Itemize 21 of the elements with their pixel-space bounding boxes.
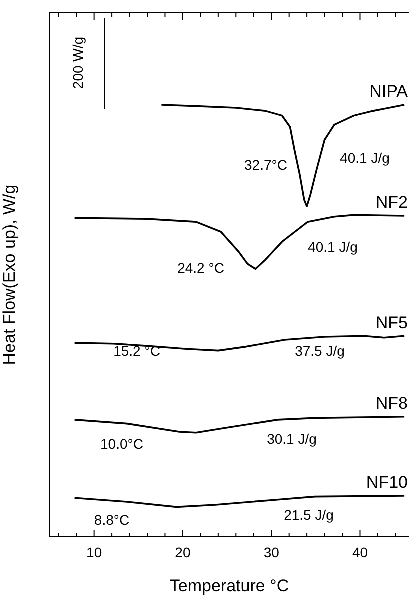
annotation: 24.2 °C	[178, 260, 224, 276]
x-axis-title: Temperature °C	[170, 576, 290, 596]
annotation: 10.0°C	[100, 436, 144, 452]
annotation: 37.5 J/g	[295, 342, 345, 359]
annotation: 40.1 J/g	[340, 150, 390, 166]
x-tick-label: 20	[175, 544, 191, 560]
annotation: 40.1 J/g	[308, 238, 358, 255]
annotation: 30.1 J/g	[267, 430, 317, 447]
annotation: 32.7°C	[244, 156, 288, 173]
text: 200 W/g	[70, 36, 86, 90]
annotation: 8.8°C	[94, 512, 130, 528]
x-tick-label: 10	[86, 544, 102, 560]
series-label: NF2	[376, 193, 408, 212]
series-label: NF5	[376, 313, 408, 332]
series-label: NF8	[376, 394, 408, 414]
x-tick-label: 30	[264, 544, 280, 560]
x-tick-label: 40	[352, 544, 368, 560]
annotation: 21.5 J/g	[284, 506, 334, 523]
y-axis-title: Heat Flow(Exo up), W/g	[0, 184, 19, 366]
series-label: NF10	[366, 473, 408, 492]
series-label: NIPA	[370, 82, 409, 102]
